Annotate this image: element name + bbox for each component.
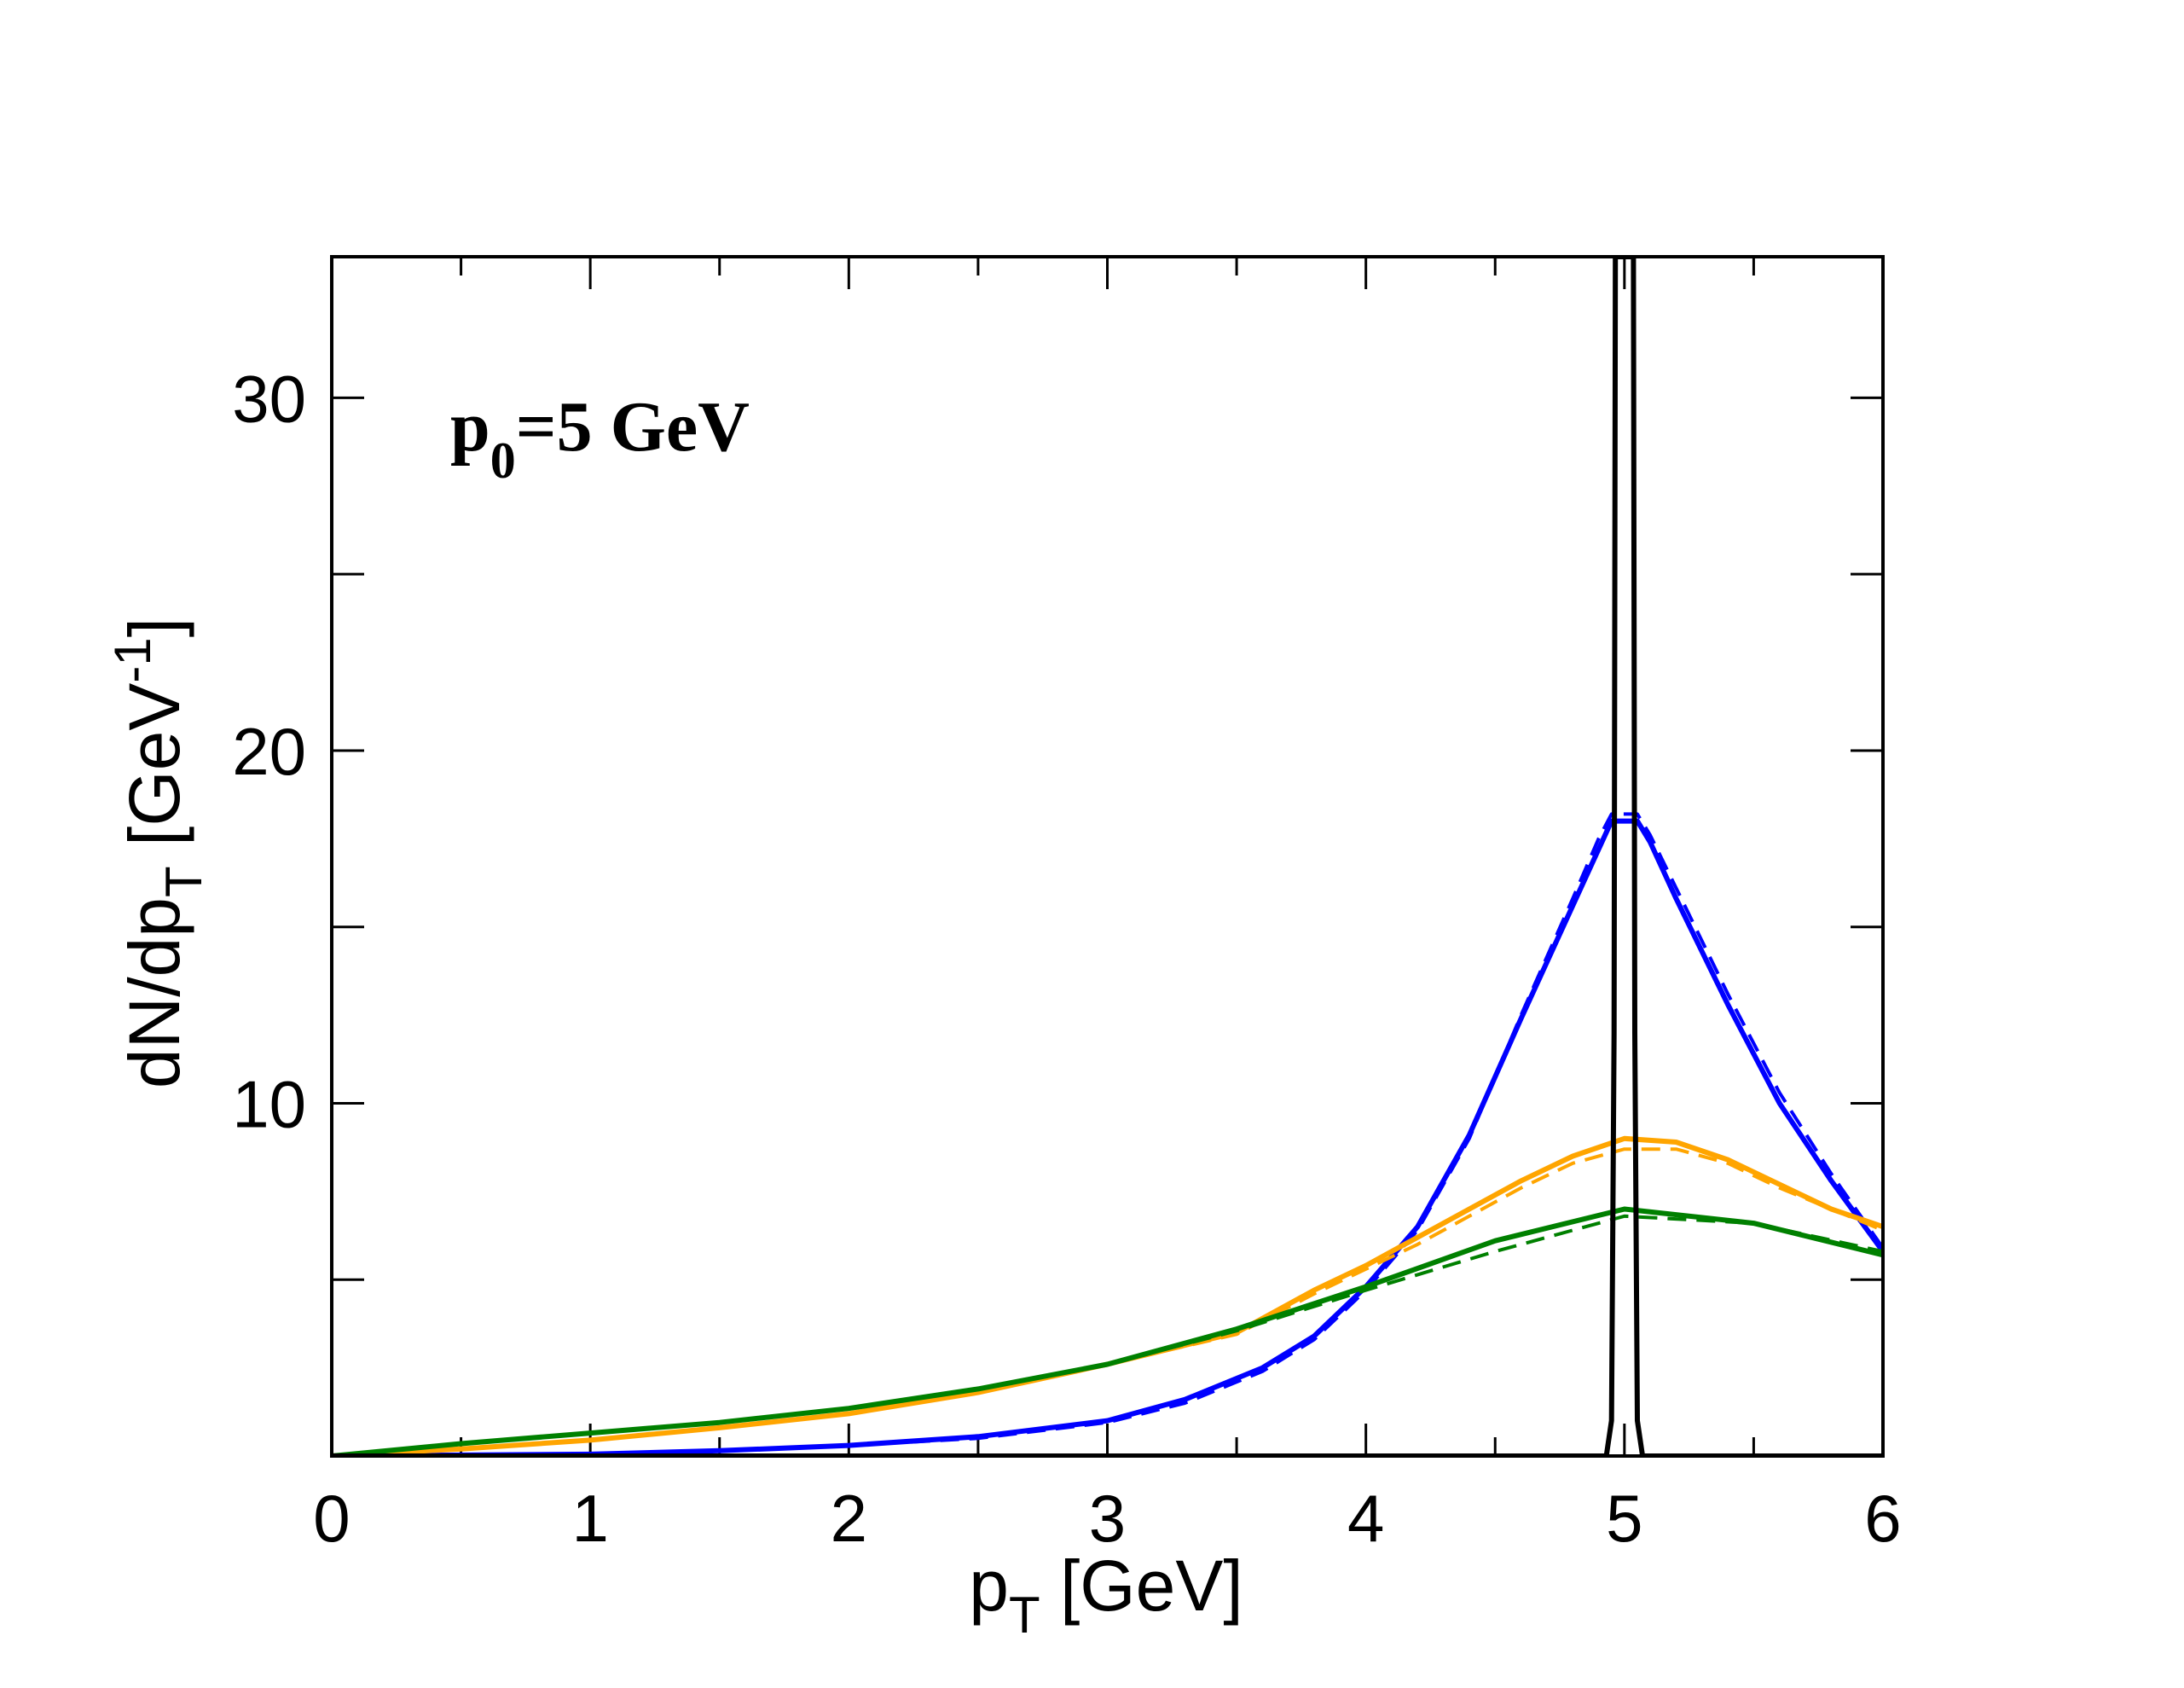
annotation: p0=5 GeV (450, 387, 750, 489)
series-line-3-dashed (332, 1147, 1883, 1456)
series-line-2-solid (332, 1135, 1883, 1456)
series-line-1-dashed (332, 812, 1883, 1456)
y-tick-labels: 10 20 30 (232, 361, 306, 1141)
x-tick-label-6: 6 (1864, 1481, 1901, 1556)
series-line-6-solid (332, 257, 1883, 1456)
x-tick-label-5: 5 (1606, 1481, 1642, 1556)
x-tick-label-0: 0 (313, 1481, 350, 1556)
plot-frame (330, 255, 1885, 1458)
x-tick-label-2: 2 (831, 1481, 867, 1556)
annotation-sub: 0 (490, 432, 516, 489)
y-tick-label-1: 20 (232, 714, 306, 789)
y-tick-label-0: 10 (232, 1066, 306, 1141)
y-axis-label-end: ] (114, 618, 194, 637)
x-axis-label-sub: T (1009, 1586, 1040, 1644)
x-tick-labels: 0 1 2 3 4 5 6 (313, 1481, 1901, 1556)
y-tick-label-2: 30 (232, 361, 306, 436)
y-axis-label: dN/dpT [GeV-1] (104, 618, 212, 1088)
x-tick-label-1: 1 (571, 1481, 608, 1556)
series-line-4-solid (332, 1206, 1883, 1456)
y-axis-label-sup: -1 (104, 637, 161, 682)
series-line-5-dashed (332, 1214, 1883, 1456)
x-tick-label-4: 4 (1347, 1481, 1384, 1556)
x-axis-label-main: p (969, 1546, 1009, 1626)
annotation-rest: =5 GeV (516, 387, 750, 467)
y-axis-label-sub: T (155, 866, 212, 897)
x-tick-label-3: 3 (1089, 1481, 1126, 1556)
y-axis-label-main: dN/dp (114, 897, 194, 1088)
x-axis-label: pT [GeV] (969, 1546, 1243, 1644)
annotation-main: p (450, 387, 490, 467)
series-layer (332, 257, 1883, 1456)
x-axis-label-rest: [GeV] (1040, 1546, 1243, 1626)
y-axis-label-mid: [GeV (114, 683, 194, 867)
